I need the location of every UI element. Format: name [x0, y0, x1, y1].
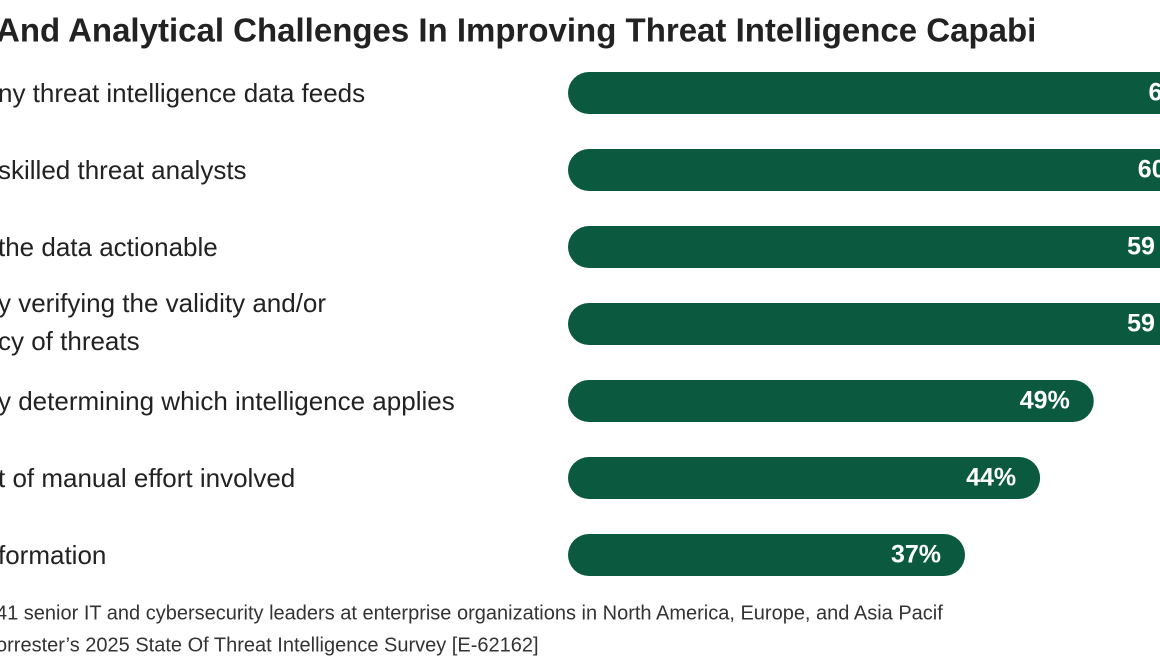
value-label: 44%	[966, 464, 1016, 492]
bar	[568, 534, 966, 576]
value-label: 59	[1127, 310, 1155, 338]
category-label: y verifying the validity and/or cy of thr…	[0, 288, 326, 356]
bar	[568, 226, 1160, 268]
bar	[568, 72, 1160, 114]
bar	[568, 303, 1160, 345]
value-label: 37%	[891, 541, 941, 569]
chart-title: And Analytical Challenges In Improving T…	[0, 12, 1036, 49]
bar	[568, 149, 1160, 191]
value-label: 59	[1127, 233, 1155, 261]
footnote: orrester’s 2025 State Of Threat Intellig…	[0, 634, 539, 656]
category-label: skilled threat analysts	[0, 155, 247, 185]
category-label: y determining which intelligence applies	[0, 386, 455, 416]
value-label: 6	[1149, 79, 1160, 107]
category-line: y verifying the validity and/or	[0, 288, 326, 318]
bar	[568, 380, 1094, 422]
category-label: the data actionable	[0, 232, 218, 262]
footnote: 41 senior IT and cybersecurity leaders a…	[0, 602, 943, 624]
category-label: t of manual effort involved	[0, 463, 295, 493]
value-label: 60	[1138, 156, 1160, 184]
bar	[568, 457, 1041, 499]
category-label: ny threat intelligence data feeds	[0, 78, 365, 108]
value-label: 49%	[1020, 387, 1070, 415]
category-line: cy of threats	[0, 326, 140, 356]
category-label: formation	[0, 540, 106, 570]
